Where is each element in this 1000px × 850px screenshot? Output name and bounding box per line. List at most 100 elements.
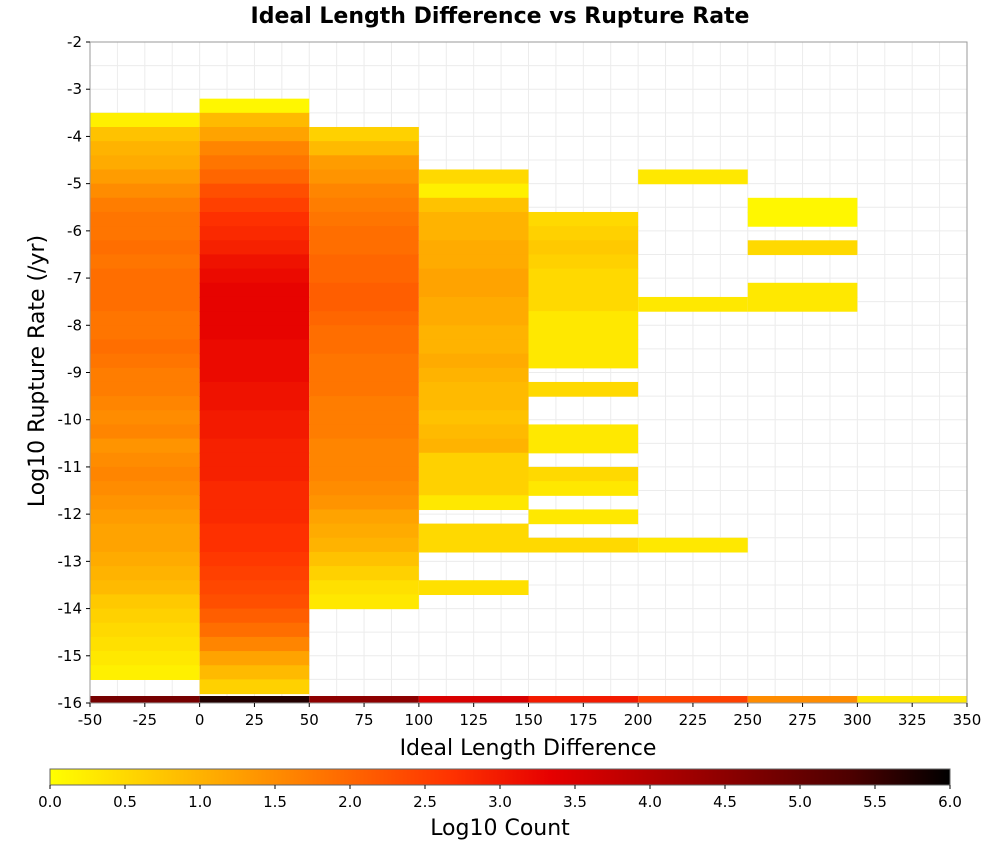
heatmap-cell	[90, 155, 200, 171]
heatmap-cell	[309, 396, 419, 411]
heatmap-cell	[309, 226, 419, 241]
heatmap-cell	[199, 410, 310, 426]
y-tick-label: -5	[67, 175, 82, 193]
heatmap-cell-bottom-row	[638, 696, 748, 703]
heatmap-cell	[528, 481, 639, 496]
heatmap-cell	[528, 438, 639, 454]
heatmap-cell	[418, 523, 529, 539]
heatmap-cells	[90, 98, 967, 703]
heatmap-cell	[418, 438, 529, 454]
x-tick-label: 100	[405, 711, 434, 729]
x-tick-label: 275	[788, 711, 817, 729]
heatmap-cell	[90, 495, 200, 511]
heatmap-cell	[90, 169, 200, 185]
heatmap-cell	[309, 268, 419, 284]
heatmap-cell	[90, 594, 200, 610]
y-tick-label: -8	[67, 316, 82, 334]
heatmap-cell	[199, 112, 310, 128]
y-tick-label: -15	[58, 647, 83, 665]
y-tick-label: -3	[67, 80, 82, 98]
y-tick-label: -14	[58, 600, 83, 618]
colorbar-tick-label: 2.0	[338, 793, 362, 811]
heatmap-cell	[90, 112, 200, 128]
heatmap-cell	[199, 438, 310, 454]
heatmap-cell	[309, 339, 419, 355]
heatmap-cell	[418, 211, 529, 227]
heatmap-cell	[309, 211, 419, 227]
heatmap-cell	[309, 240, 419, 256]
heatmap-cell	[747, 211, 858, 227]
heatmap-cell	[309, 296, 419, 312]
x-tick-label: 125	[459, 711, 488, 729]
x-tick-label: 50	[300, 711, 319, 729]
heatmap-cell	[199, 240, 310, 256]
colorbar-tick-label: 2.5	[413, 793, 437, 811]
heatmap-cell	[90, 622, 200, 638]
heatmap-cell	[418, 396, 529, 411]
heatmap-cell	[309, 566, 419, 581]
colorbar-tick-label: 5.0	[788, 793, 812, 811]
heatmap-cell	[90, 353, 200, 369]
colorbar-tick-label: 0.0	[38, 793, 62, 811]
heatmap-cell	[528, 226, 639, 241]
y-tick-label: -13	[58, 552, 83, 570]
heatmap-cell	[418, 466, 529, 482]
heatmap-cell	[418, 481, 529, 496]
heatmap-cell	[418, 381, 529, 397]
heatmap-cell	[418, 495, 529, 511]
heatmap-cell	[199, 197, 310, 213]
heatmap-cell	[418, 325, 529, 341]
colorbar-tick-label: 3.0	[488, 793, 512, 811]
colorbar-tick-label: 4.5	[713, 793, 737, 811]
colorbar-tick-label: 6.0	[938, 793, 962, 811]
heatmap-cell	[528, 381, 639, 397]
heatmap-cell	[90, 339, 200, 355]
colorbar-gradient	[49, 768, 951, 786]
heatmap-cell	[528, 339, 639, 355]
heatmap-cell	[309, 197, 419, 213]
heatmap-cell	[90, 481, 200, 496]
heatmap-cell	[309, 481, 419, 496]
heatmap-cell	[199, 268, 310, 284]
heatmap-cell	[528, 325, 639, 341]
x-tick-label: 200	[624, 711, 653, 729]
heatmap-cell	[90, 396, 200, 411]
heatmap-cell	[199, 211, 310, 227]
heatmap-cell	[418, 580, 529, 596]
heatmap-cell	[90, 580, 200, 596]
heatmap-cell	[90, 296, 200, 312]
heatmap-cell	[418, 226, 529, 241]
heatmap-cell	[418, 353, 529, 369]
heatmap-cell	[90, 226, 200, 241]
heatmap-cell	[90, 126, 200, 142]
heatmap-cell	[199, 651, 310, 666]
heatmap-cell	[90, 452, 200, 468]
colorbar	[49, 768, 951, 786]
heatmap-cell	[309, 353, 419, 369]
heatmap-cell	[747, 282, 858, 298]
heatmap-cell	[309, 325, 419, 341]
heatmap-cell	[528, 353, 639, 369]
y-tick-label: -6	[67, 222, 82, 240]
heatmap-cell-bottom-row	[418, 696, 529, 703]
heatmap-cell	[90, 523, 200, 539]
heatmap-cell	[528, 296, 639, 312]
x-tick-label: 0	[195, 711, 205, 729]
heatmap-cell	[309, 169, 419, 185]
heatmap-cell	[199, 481, 310, 496]
heatmap-cell	[199, 665, 310, 680]
heatmap-cell	[418, 240, 529, 256]
colorbar-ticks: 0.0 0.5 1.0 1.5 2.0 2.5 3.0 3.5 4.0 4.5 5.0 5.5 6.0	[38, 785, 962, 811]
heatmap-cell	[418, 254, 529, 270]
x-tick-label: -25	[133, 711, 158, 729]
heatmap-cell	[199, 452, 310, 468]
x-tick-label: 250	[733, 711, 762, 729]
y-tick-label: -10	[58, 411, 83, 429]
heatmap-cell	[309, 381, 419, 397]
colorbar-tick-label: 3.5	[563, 793, 587, 811]
heatmap-cell	[418, 268, 529, 284]
heatmap-cell	[199, 325, 310, 341]
heatmap-cell	[199, 580, 310, 596]
heatmap-cell	[309, 282, 419, 298]
heatmap-cell	[418, 169, 529, 185]
